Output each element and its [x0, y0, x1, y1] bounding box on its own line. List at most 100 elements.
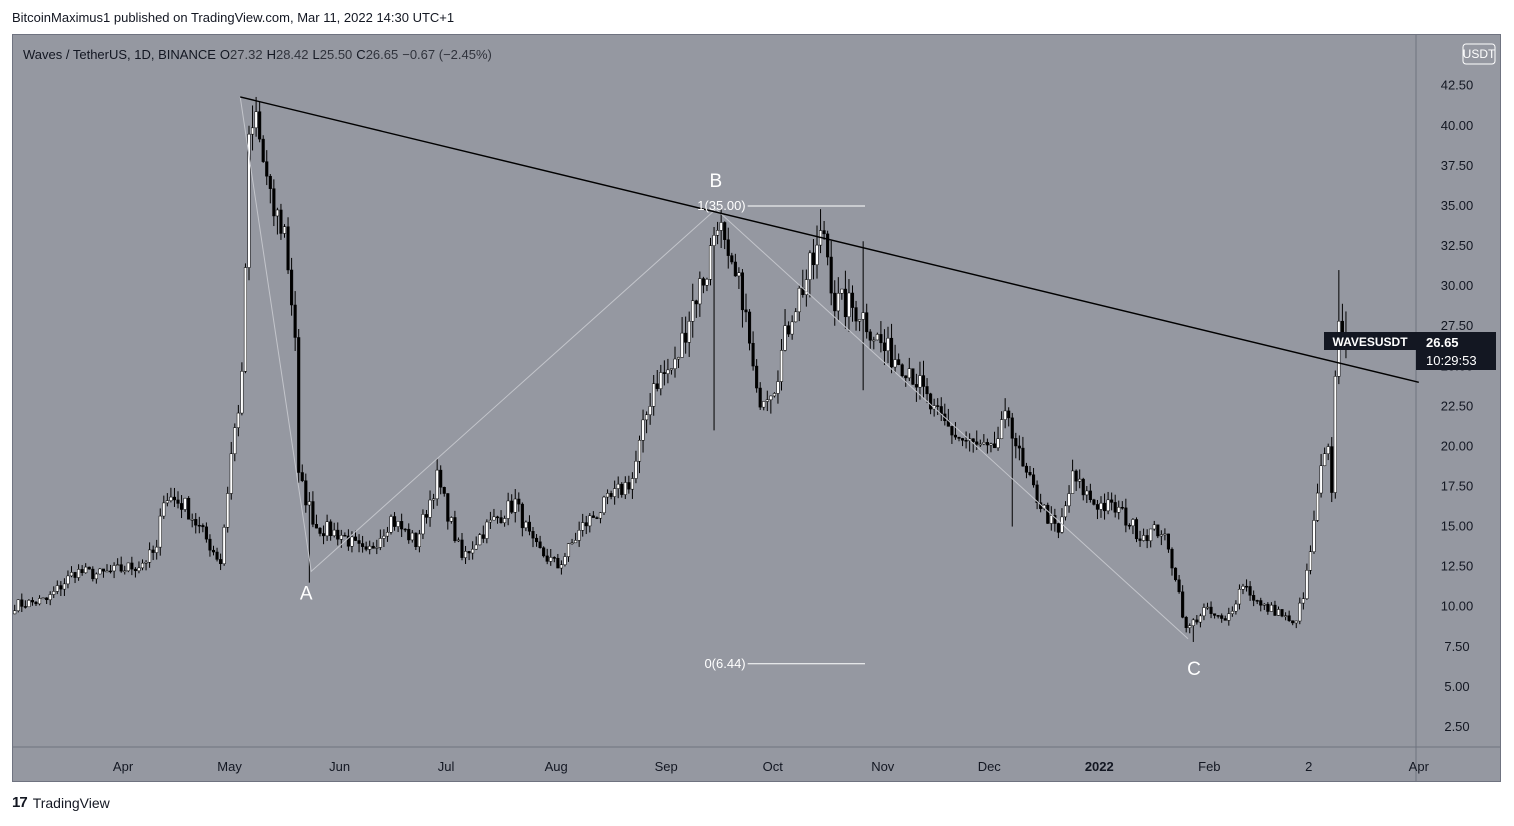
time-tick-label: Aug: [545, 759, 568, 774]
candle: [322, 525, 326, 545]
candle: [815, 225, 819, 279]
candle: [705, 277, 709, 292]
candle: [1273, 600, 1277, 616]
candle: [911, 368, 915, 386]
candle: [630, 472, 634, 499]
candle: [609, 490, 613, 500]
candle: [1088, 483, 1092, 503]
candle: [311, 491, 315, 528]
candle: [34, 601, 38, 606]
time-axis: Apr May Jun Jul Aug Sep Oct Nov Dec 2022 Feb 2 Apr: [113, 759, 1430, 774]
candle: [1039, 493, 1043, 513]
candle: [449, 516, 453, 524]
price-tick-label: 7.50: [1444, 639, 1469, 654]
candle: [1266, 602, 1270, 615]
candle: [808, 250, 812, 298]
candle: [180, 495, 184, 519]
candle: [950, 425, 954, 444]
candle: [850, 285, 855, 322]
candle: [55, 580, 59, 595]
candle: [1099, 496, 1103, 518]
candle: [38, 595, 42, 606]
candle: [847, 279, 851, 332]
candle: [1333, 370, 1337, 499]
candle: [730, 252, 734, 265]
candle: [307, 492, 311, 583]
candle: [69, 566, 74, 578]
candle: [797, 285, 801, 322]
candle: [904, 375, 908, 387]
last-price-badge: WAVESUSDT 26.65 10:29:53: [1324, 332, 1496, 370]
candle: [485, 519, 489, 544]
candle: [265, 150, 269, 186]
candle: [740, 269, 745, 328]
candle: [211, 545, 216, 556]
chart-frame[interactable]: 1(35.00) 0(6.44) A B C 2.50 5.00 7.50 10.00 12.5…: [12, 34, 1501, 782]
candle: [1024, 462, 1029, 479]
symbol-title: Waves / TetherUS, 1D, BINANCE: [23, 47, 216, 62]
candle: [1166, 533, 1171, 553]
candle: [1174, 567, 1178, 582]
candle: [133, 567, 137, 578]
candlestick-series: [13, 96, 1348, 642]
candle: [1252, 590, 1256, 607]
candle: [243, 263, 247, 374]
candle: [414, 532, 418, 550]
candle: [506, 492, 510, 526]
candle: [407, 523, 411, 544]
candle: [226, 486, 230, 533]
currency-label: USDT: [1463, 47, 1496, 61]
candle: [467, 551, 471, 561]
candle: [492, 508, 496, 521]
candle: [840, 288, 844, 300]
candle: [400, 513, 404, 538]
candle: [247, 125, 251, 281]
currency-button[interactable]: USDT: [1462, 43, 1496, 65]
candle: [1113, 494, 1117, 518]
candle: [762, 401, 766, 411]
price-tag: 26.65: [1426, 335, 1459, 350]
candle: [66, 570, 70, 589]
candle: [918, 361, 922, 400]
candle: [581, 513, 585, 537]
tradingview-branding[interactable]: 17 TradingView: [12, 794, 110, 811]
candle: [456, 537, 460, 543]
candle: [882, 329, 887, 366]
candle: [222, 524, 226, 566]
candle: [1120, 501, 1124, 510]
candle: [1060, 508, 1064, 534]
candle: [1106, 491, 1110, 515]
candle: [428, 490, 432, 527]
time-tick-label: Nov: [871, 759, 895, 774]
time-tick-label: Apr: [113, 759, 134, 774]
candle: [361, 535, 365, 553]
candle: [176, 491, 180, 509]
candle: [829, 240, 833, 306]
time-tick-label: Oct: [763, 759, 784, 774]
candle: [1134, 517, 1139, 543]
candle: [900, 363, 904, 378]
candle: [691, 283, 695, 338]
chart-canvas[interactable]: 1(35.00) 0(6.44) A B C 2.50 5.00 7.50 10.00 12.5…: [13, 35, 1500, 781]
candle: [1078, 469, 1082, 489]
candle: [229, 441, 233, 500]
candle: [616, 476, 620, 499]
candle: [1081, 477, 1085, 501]
candle: [865, 303, 869, 339]
candle: [748, 309, 752, 351]
candle: [787, 321, 791, 337]
price-tick-label: 42.50: [1441, 78, 1474, 93]
candle: [201, 523, 205, 533]
candle: [20, 593, 24, 613]
candle: [687, 311, 691, 357]
candle: [1305, 563, 1309, 600]
candle: [254, 96, 258, 137]
candle: [577, 521, 581, 547]
candle: [790, 315, 794, 340]
price-axis-area[interactable]: [1416, 35, 1500, 781]
candle: [517, 492, 521, 512]
candle: [495, 515, 500, 524]
candle: [1067, 485, 1071, 513]
candle: [758, 382, 762, 410]
countdown-tag: 10:29:53: [1426, 353, 1477, 368]
